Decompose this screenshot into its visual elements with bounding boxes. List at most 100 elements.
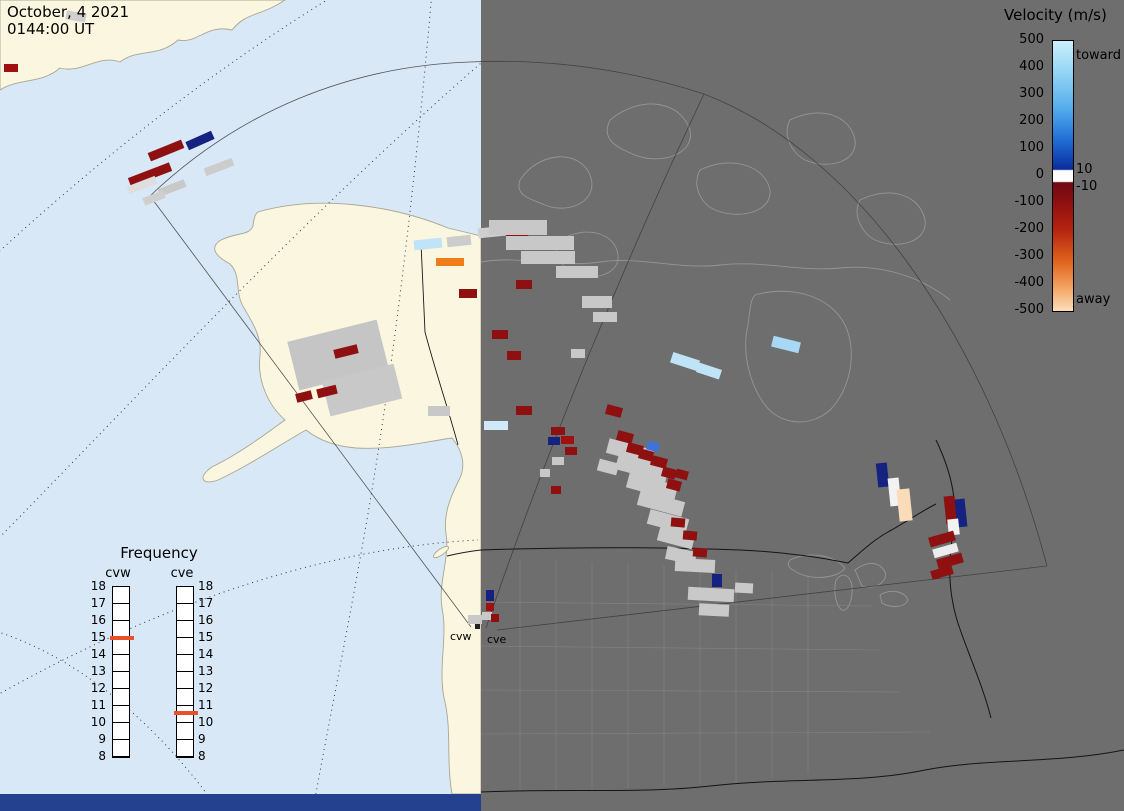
landmass-island [432, 545, 450, 559]
echo-cell [614, 454, 670, 483]
night-ocean-band [0, 794, 481, 811]
freq-box [177, 638, 193, 655]
freq-tick: 15 [90, 630, 106, 644]
night-coastlines [480, 103, 951, 611]
freq-marker [174, 710, 198, 715]
day-landmass [0, 0, 482, 795]
echo-cell [646, 509, 690, 534]
colorbar-tick: -100 [1014, 194, 1044, 209]
colorbar-tick: 400 [1019, 59, 1044, 74]
freq-tick: 18 [90, 579, 106, 593]
echo-cell [665, 478, 683, 492]
echo-cell [548, 437, 560, 445]
colorbar-tick: -500 [1014, 302, 1044, 317]
echo-cell [571, 349, 585, 358]
fov-cve-right-edge [496, 565, 1048, 631]
echo-cell [947, 518, 960, 536]
east-coast [935, 439, 992, 719]
freq-box [113, 672, 129, 689]
colorbar-tick: -400 [1014, 275, 1044, 290]
fov-cve-far-arc [703, 93, 1048, 567]
echo-cell [4, 64, 18, 72]
radar-site-marker [475, 624, 480, 629]
night-shading [481, 0, 1124, 811]
echo-cells-layer [4, 10, 968, 624]
freq-tick: 9 [98, 732, 106, 746]
echo-cell [943, 495, 958, 525]
date-text: October, 4 2021 [7, 3, 130, 21]
freq-tick: 10 [90, 715, 106, 729]
colorbar-tick: -300 [1014, 248, 1044, 263]
freq-box [113, 587, 129, 604]
time-text: 0144:00 UT [7, 20, 95, 38]
timestamp: October, 4 2021 0144:00 UT [7, 4, 129, 38]
echo-cell [565, 447, 577, 455]
echo-cell [696, 362, 722, 380]
gulf-coast [480, 749, 1124, 793]
echo-cell [674, 557, 716, 574]
freq-box [113, 655, 129, 672]
echo-cell [593, 312, 617, 322]
state-borders [480, 560, 931, 790]
echo-cell [446, 234, 472, 248]
echo-cell [486, 603, 494, 611]
colorbar-gradient [1052, 40, 1074, 312]
colorbar-tick: 300 [1019, 86, 1044, 101]
frequency-legend: Frequency cvw cve 18 17 16 15 14 13 12 1… [84, 544, 234, 780]
echo-cell [875, 462, 890, 488]
echo-cell [295, 390, 313, 403]
echo-cell [428, 406, 450, 416]
colorbar-title: Velocity (m/s) [1004, 6, 1107, 24]
colorbar-tick: -200 [1014, 221, 1044, 236]
echo-cell [551, 427, 565, 435]
freq-tick: 16 [90, 613, 106, 627]
echo-cell [712, 574, 722, 587]
freq-box [177, 587, 193, 604]
freq-tick: 17 [90, 596, 106, 610]
colorbar-tick: 0 [1035, 167, 1044, 182]
echo-cell [316, 384, 338, 399]
day-borders [420, 242, 482, 557]
freq-tick: 11 [198, 698, 214, 712]
near-zero-lower-label: -10 [1076, 179, 1098, 194]
echo-cell [516, 406, 532, 415]
freq-tick: 16 [198, 613, 214, 627]
freq-box [113, 638, 129, 655]
echo-cell [656, 526, 696, 550]
freq-box [113, 689, 129, 706]
colorbar-tick: 500 [1019, 32, 1044, 47]
near-zero-upper-label: 10 [1076, 162, 1093, 177]
echo-cell [484, 421, 508, 430]
echo-cell [582, 296, 612, 308]
echo-cell [203, 157, 235, 177]
echo-cell [561, 436, 574, 444]
echo-cell [142, 190, 166, 206]
echo-cell [489, 220, 547, 235]
echo-cell [734, 582, 754, 594]
colorbar-side-labels: toward 10 -10 away [1076, 40, 1124, 310]
echo-cell [333, 344, 359, 359]
echo-cell [521, 251, 575, 264]
freq-box [113, 604, 129, 621]
echo-cell [506, 236, 574, 250]
echo-cell [65, 10, 87, 23]
fov-cvw-far-arc [149, 60, 705, 197]
echo-cell [646, 440, 660, 453]
echo-cell [675, 468, 689, 481]
echo-cell [482, 612, 492, 620]
echo-cell [127, 162, 173, 187]
freq-scale-left: 18 17 16 15 14 13 12 11 10 9 8 [84, 579, 108, 763]
freq-tick: 12 [198, 681, 214, 695]
freq-box [177, 706, 193, 723]
frequency-title: Frequency [120, 544, 198, 562]
freq-scale-right: 18 17 16 15 14 13 12 11 10 9 8 [196, 579, 220, 763]
echo-cell [321, 363, 403, 417]
night-borders [480, 439, 1124, 793]
freq-tick: 11 [90, 698, 106, 712]
echo-cell [157, 179, 187, 197]
echo-cell [552, 457, 564, 465]
freq-tick: 14 [198, 647, 214, 661]
freq-column-label-cvw: cvw [105, 566, 131, 581]
freq-box [113, 706, 129, 723]
